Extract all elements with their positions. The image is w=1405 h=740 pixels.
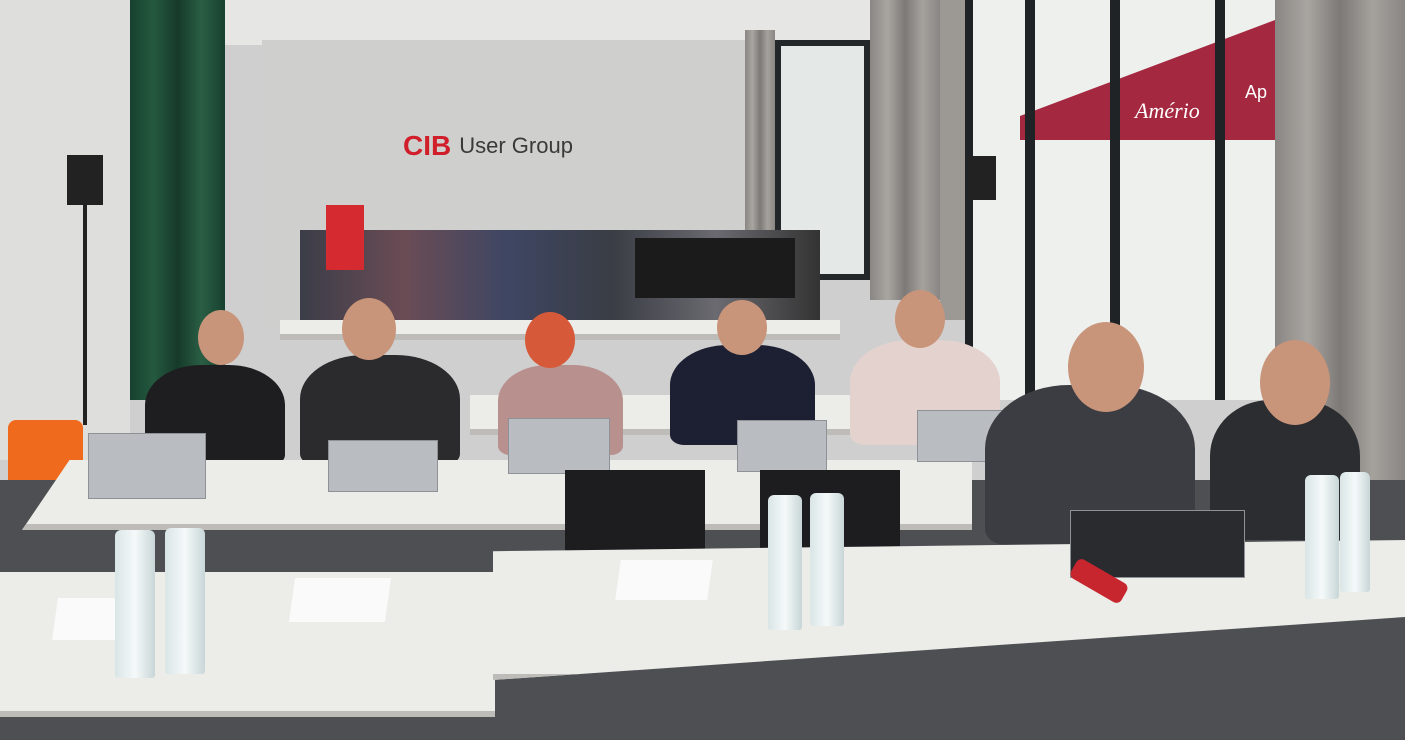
water-bottle (165, 528, 205, 674)
laptop (508, 418, 610, 474)
water-bottle (768, 495, 802, 630)
grey-curtain-middle (870, 0, 940, 300)
water-bottle (115, 530, 155, 678)
attendee-head (717, 300, 767, 355)
attendee-head (525, 312, 575, 368)
laptop (1070, 510, 1245, 578)
laptop (88, 433, 206, 499)
wall-pillar (940, 0, 965, 320)
chair (565, 470, 705, 560)
attendee-head (198, 310, 244, 365)
awning-text: Amério (1135, 98, 1200, 123)
speaker (968, 156, 996, 200)
attendee-head (895, 290, 945, 348)
speaker-stand (83, 205, 87, 425)
paper-sheet (615, 560, 713, 600)
left-wall (0, 0, 130, 460)
awning-partial-text: Ap (1245, 82, 1268, 102)
paper-sheet (288, 578, 392, 622)
window-mullion (1025, 0, 1035, 400)
window-mullion (1215, 0, 1225, 400)
back-screen (635, 238, 795, 298)
standing-person (326, 205, 364, 270)
laptop (328, 440, 438, 492)
grey-curtain-left (745, 30, 775, 250)
water-bottle (1340, 472, 1370, 592)
speaker (67, 155, 103, 205)
laptop (737, 420, 827, 472)
logo-brand: CIB (403, 130, 452, 161)
water-bottle (810, 493, 844, 626)
window-mullion (1110, 0, 1120, 400)
attendee-head (1260, 340, 1330, 425)
cib-user-group-logo: CIB User Group (403, 130, 573, 162)
attendee-head (1068, 322, 1144, 412)
front-table (0, 572, 495, 717)
water-bottle (1305, 475, 1339, 599)
logo-text: User Group (459, 133, 573, 158)
attendee-head (342, 298, 396, 360)
